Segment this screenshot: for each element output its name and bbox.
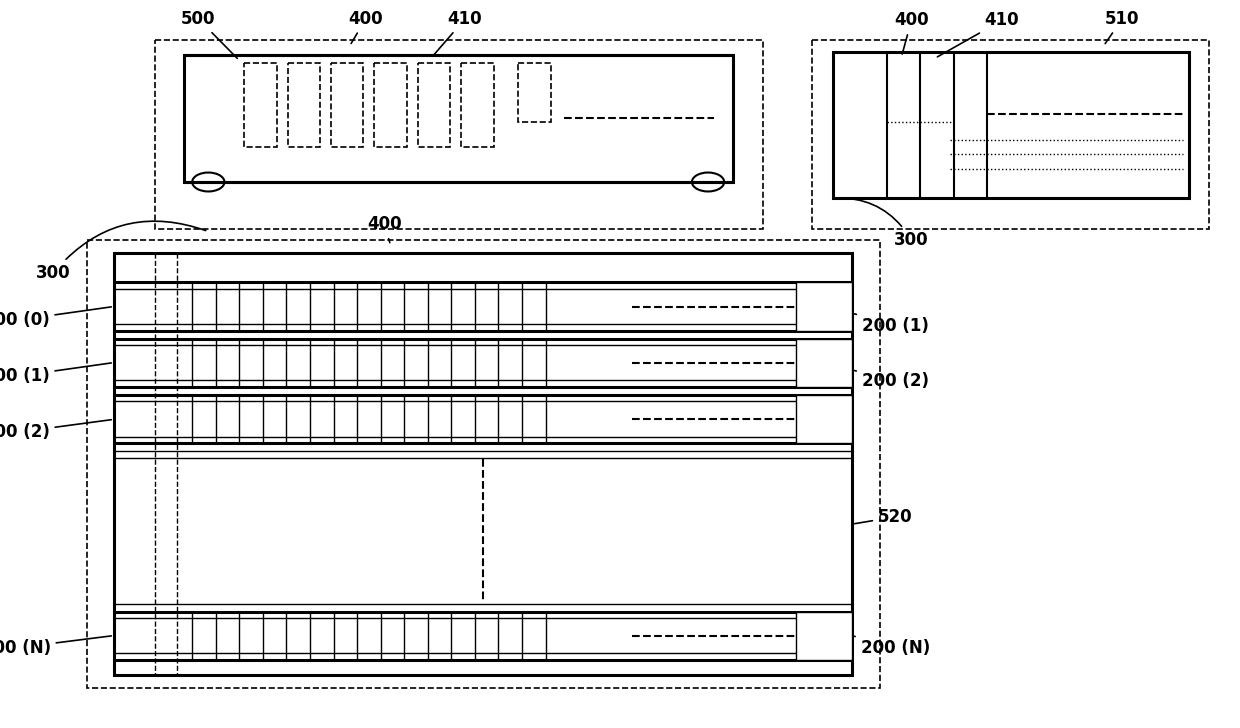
Text: 100 (0): 100 (0) xyxy=(0,307,112,329)
Text: 300: 300 xyxy=(836,198,929,249)
Text: 410: 410 xyxy=(433,10,482,55)
Bar xyxy=(461,63,494,147)
Bar xyxy=(796,395,852,443)
Bar xyxy=(796,339,852,387)
Bar xyxy=(331,63,363,147)
Bar xyxy=(812,40,1209,229)
Text: 510: 510 xyxy=(1105,10,1140,44)
Text: 400: 400 xyxy=(348,10,383,44)
Text: 200 (N): 200 (N) xyxy=(854,636,930,657)
Bar xyxy=(87,240,880,688)
Bar xyxy=(184,55,733,182)
Text: 410: 410 xyxy=(937,12,1019,57)
Bar xyxy=(288,63,320,147)
Bar xyxy=(518,63,551,122)
Text: 300: 300 xyxy=(36,221,206,282)
Bar xyxy=(114,253,852,675)
Text: 100 (1): 100 (1) xyxy=(0,363,112,385)
Text: 200 (1): 200 (1) xyxy=(854,314,929,335)
Text: 500: 500 xyxy=(181,10,237,58)
Text: 520: 520 xyxy=(854,508,913,526)
Bar xyxy=(796,612,852,660)
Text: 400: 400 xyxy=(894,12,929,54)
Text: 100 (2): 100 (2) xyxy=(0,420,112,441)
Text: 400: 400 xyxy=(367,215,402,242)
Bar xyxy=(796,282,852,331)
Text: 100 (N): 100 (N) xyxy=(0,636,112,657)
Bar xyxy=(244,63,277,147)
Text: 200 (2): 200 (2) xyxy=(854,371,929,390)
Bar xyxy=(374,63,407,147)
Bar xyxy=(833,52,1189,198)
Bar xyxy=(418,63,450,147)
Bar xyxy=(155,40,763,229)
